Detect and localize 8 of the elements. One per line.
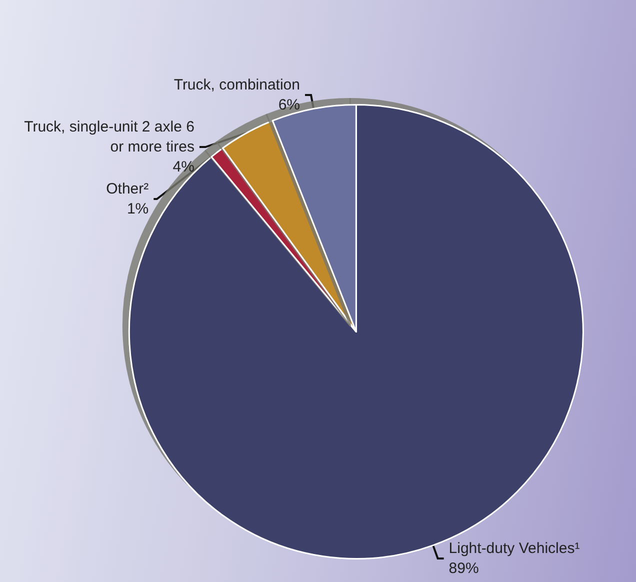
data-label: 4%	[172, 158, 194, 176]
slice-label: Truck, combination	[174, 76, 300, 94]
slice-label: Truck, single-unit 2 axle 6 or more tires	[24, 118, 194, 156]
data-label: 6%	[278, 96, 300, 114]
data-label: 1%	[126, 200, 149, 218]
data-label: 89%	[448, 560, 479, 577]
slice-label: Other²	[106, 180, 149, 198]
slice-label: Light-duty Vehicles¹	[448, 540, 580, 557]
